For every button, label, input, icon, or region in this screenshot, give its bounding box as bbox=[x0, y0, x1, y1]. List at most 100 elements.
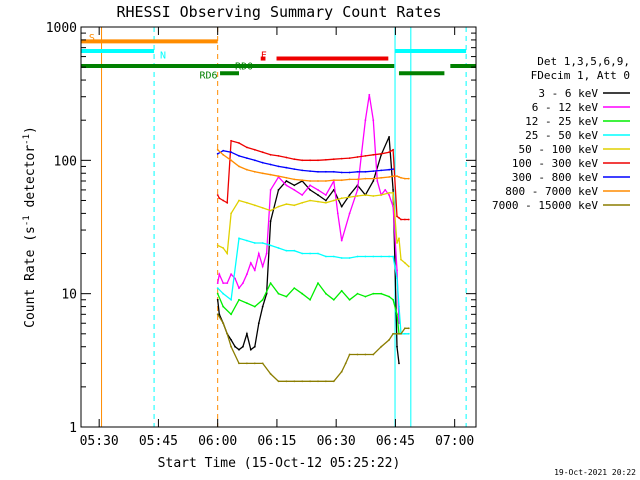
data-point-7000-15000-kev bbox=[317, 380, 319, 383]
data-point-100-300-kev bbox=[261, 151, 264, 154]
legend-label-50-100-kev: 50 - 100 keV bbox=[519, 143, 599, 156]
data-point-3-6-kev bbox=[309, 189, 311, 191]
data-point-300-800-kev bbox=[261, 161, 264, 164]
data-point-6-12-kev bbox=[356, 189, 359, 191]
legend-label-12-25-kev: 12 - 25 keV bbox=[525, 115, 598, 128]
status-bar-label-rd0: RD0 bbox=[235, 61, 253, 72]
data-point-50-100-kev bbox=[340, 197, 343, 200]
data-point-800-7000-kev bbox=[340, 179, 343, 182]
data-point-25-50-kev bbox=[246, 239, 248, 242]
data-point-100-300-kev bbox=[301, 159, 304, 162]
data-point-12-25-kev bbox=[246, 302, 248, 304]
data-point-100-300-kev bbox=[222, 199, 225, 202]
data-point-800-7000-kev bbox=[407, 177, 410, 180]
data-point-6-12-kev bbox=[340, 239, 343, 242]
data-point-50-100-kev bbox=[253, 204, 256, 207]
legend-header-line2: FDecim 1, Att 0 bbox=[531, 69, 630, 82]
data-point-800-7000-kev bbox=[396, 175, 398, 178]
data-point-3-6-kev bbox=[218, 313, 221, 316]
data-point-300-800-kev bbox=[285, 166, 288, 169]
data-point-100-300-kev bbox=[380, 152, 383, 155]
data-point-800-7000-kev bbox=[372, 177, 375, 180]
data-point-7000-15000-kev bbox=[380, 345, 383, 348]
data-point-12-25-kev bbox=[216, 292, 219, 295]
data-point-3-6-kev bbox=[242, 345, 244, 348]
data-point-7000-15000-kev bbox=[325, 380, 327, 383]
data-point-100-300-kev bbox=[364, 155, 367, 157]
footer-timestamp: 19-Oct-2021 20:22 bbox=[554, 468, 636, 477]
data-point-7000-15000-kev bbox=[400, 332, 402, 335]
data-point-6-12-kev bbox=[372, 119, 375, 122]
data-point-300-800-kev bbox=[392, 168, 394, 171]
data-point-6-12-kev bbox=[222, 282, 225, 284]
data-point-7000-15000-kev bbox=[216, 313, 219, 316]
data-point-7000-15000-kev bbox=[392, 332, 394, 335]
data-point-7000-15000-kev bbox=[407, 327, 410, 330]
data-point-300-800-kev bbox=[293, 168, 296, 171]
legend-label-6-12-kev: 6 - 12 keV bbox=[532, 101, 599, 114]
data-point-7000-15000-kev bbox=[261, 362, 264, 365]
data-point-7000-15000-kev bbox=[301, 380, 304, 383]
data-point-3-6-kev bbox=[253, 345, 256, 348]
data-point-300-800-kev bbox=[246, 157, 248, 160]
data-point-25-50-kev bbox=[253, 242, 256, 244]
data-point-300-800-kev bbox=[309, 170, 311, 173]
legend-label-300-800-kev: 300 - 800 keV bbox=[512, 171, 598, 184]
data-point-100-300-kev bbox=[325, 158, 327, 161]
data-point-6-12-kev bbox=[265, 252, 268, 255]
data-point-50-100-kev bbox=[246, 201, 248, 204]
data-point-800-7000-kev bbox=[392, 175, 394, 178]
data-point-800-7000-kev bbox=[398, 176, 400, 178]
data-point-3-6-kev bbox=[257, 322, 260, 325]
data-point-100-300-kev bbox=[293, 158, 296, 161]
data-point-3-6-kev bbox=[317, 194, 319, 196]
legend-label-3-6-kev: 3 - 6 keV bbox=[538, 87, 598, 100]
data-point-100-300-kev bbox=[407, 218, 410, 221]
data-point-25-50-kev bbox=[404, 332, 406, 335]
data-point-12-25-kev bbox=[301, 292, 304, 295]
data-point-7000-15000-kev bbox=[226, 332, 229, 335]
data-point-300-800-kev bbox=[364, 170, 367, 173]
chart-title: RHESSI Observing Summary Count Rates bbox=[116, 3, 441, 21]
data-point-7000-15000-kev bbox=[398, 332, 400, 335]
data-point-12-25-kev bbox=[293, 287, 296, 289]
y-tick-label: 10 bbox=[61, 288, 77, 303]
data-point-6-12-kev bbox=[257, 252, 260, 255]
data-point-800-7000-kev bbox=[309, 180, 311, 182]
data-point-3-6-kev bbox=[277, 189, 280, 191]
plot-frame bbox=[80, 26, 477, 428]
data-point-50-100-kev bbox=[309, 199, 311, 202]
data-point-25-50-kev bbox=[277, 247, 280, 249]
data-point-6-12-kev bbox=[230, 273, 233, 276]
data-point-800-7000-kev bbox=[261, 172, 264, 175]
data-point-7000-15000-kev bbox=[332, 380, 335, 383]
data-point-300-800-kev bbox=[388, 168, 390, 171]
data-point-12-25-kev bbox=[364, 295, 367, 298]
data-point-100-300-kev bbox=[226, 201, 229, 204]
data-point-50-100-kev bbox=[216, 244, 219, 247]
series-line-50-100-kev bbox=[217, 192, 410, 267]
data-point-7000-15000-kev bbox=[238, 362, 240, 365]
data-point-3-6-kev bbox=[392, 189, 394, 191]
x-tick-label: 06:45 bbox=[376, 434, 415, 449]
data-point-3-6-kev bbox=[388, 136, 390, 138]
data-point-3-6-kev bbox=[398, 362, 400, 365]
data-point-6-12-kev bbox=[360, 153, 363, 156]
data-point-7000-15000-kev bbox=[404, 327, 406, 330]
data-point-100-300-kev bbox=[372, 153, 375, 156]
data-point-25-50-kev bbox=[388, 255, 390, 258]
data-point-800-7000-kev bbox=[253, 170, 256, 173]
axis-ticks: 05:30 05:45 06:00 06:15 06:30 06:45 07:00 1 10 10… bbox=[46, 21, 476, 449]
data-point-7000-15000-kev bbox=[372, 353, 375, 356]
data-point-50-100-kev bbox=[285, 203, 288, 206]
data-point-12-25-kev bbox=[332, 298, 335, 301]
data-point-800-7000-kev bbox=[380, 176, 383, 179]
data-point-800-7000-kev bbox=[269, 173, 272, 176]
data-point-800-7000-kev bbox=[332, 179, 335, 182]
x-tick-label: 05:30 bbox=[80, 434, 119, 449]
data-point-6-12-kev bbox=[309, 184, 311, 187]
data-point-7000-15000-kev bbox=[388, 339, 390, 341]
data-point-25-50-kev bbox=[364, 255, 367, 258]
data-point-50-100-kev bbox=[230, 212, 233, 215]
data-point-6-12-kev bbox=[234, 277, 237, 280]
